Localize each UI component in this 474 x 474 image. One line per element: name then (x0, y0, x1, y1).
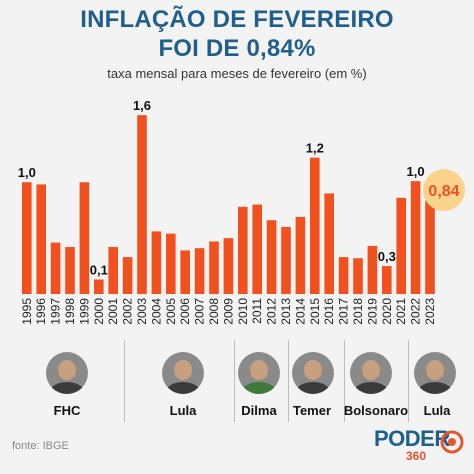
president-name-fhc: FHC (53, 403, 81, 418)
x-tick-label: 2010 (236, 298, 250, 325)
bar-2017 (338, 257, 349, 294)
portrait-fhc-icon (46, 352, 88, 394)
x-tick-label: 2017 (337, 298, 351, 325)
x-tick-label: 2009 (221, 298, 235, 325)
bar-2000 (94, 279, 104, 294)
bar-1995 (22, 182, 32, 294)
period-divider (408, 340, 409, 422)
bar-chart: 1995 1996 1997 1998 1999 2000 2001 2002 2003 2004… (18, 98, 465, 325)
highlight-value-label: 0,84 (428, 183, 459, 200)
bar-2010 (238, 206, 248, 294)
bar-1998 (65, 247, 75, 294)
bar-2015 (310, 157, 320, 294)
bar-2018 (353, 258, 363, 294)
bar-2014 (295, 216, 306, 294)
x-tick-label: 2015 (308, 298, 322, 325)
x-tick-label: 2022 (409, 298, 423, 325)
bar-2019 (367, 245, 378, 294)
period-divider (344, 340, 345, 422)
bar-1996 (36, 184, 46, 294)
bar-2021 (396, 197, 406, 294)
x-tick-label: 1996 (34, 298, 48, 325)
president-name-lula: Lula (169, 403, 197, 418)
x-tick-label: 2011 (250, 298, 264, 324)
source-note: fonte: IBGE (12, 440, 69, 452)
bar-2020 (382, 266, 392, 294)
bar-2013 (281, 226, 291, 294)
highlight-bubble (423, 169, 465, 212)
x-tick-label: 2004 (149, 298, 163, 325)
x-tick-label: 1997 (49, 298, 63, 325)
x-tick-label: 2021 (394, 298, 408, 325)
x-tick-label: 1995 (20, 298, 34, 325)
x-tick-label: 2003 (135, 298, 149, 325)
bar-2006 (180, 250, 190, 294)
data-label: 1,0 (407, 164, 425, 179)
chart-subtitle: taxa mensal para meses de fevereiro (em … (107, 66, 367, 81)
x-tick-label: 1998 (63, 298, 77, 325)
x-tick-label: 2006 (178, 298, 192, 325)
x-tick-label: 2005 (164, 298, 178, 325)
x-tick-label: 2018 (351, 298, 365, 325)
portrait-dilma-icon (238, 352, 280, 394)
x-tick-label: 2012 (265, 298, 279, 325)
x-tick-label: 2019 (365, 298, 379, 325)
x-tick-label: 1999 (77, 298, 91, 325)
data-label: 1,6 (133, 98, 151, 113)
bar-2001 (108, 247, 118, 294)
brand-logo-text: PODER (374, 426, 450, 451)
president-name-dilma: Dilma (241, 403, 277, 418)
x-tick-label: 2008 (207, 298, 221, 325)
bar-1999 (79, 182, 90, 294)
x-tick-label: 2013 (279, 298, 293, 325)
bar-2023 (425, 200, 435, 294)
portrait-lula-icon (414, 352, 456, 394)
period-divider (234, 340, 235, 422)
period-divider (288, 340, 289, 422)
data-label: 0,3 (378, 249, 396, 264)
data-label: 1,2 (306, 141, 324, 156)
brand-logo-icon (440, 430, 464, 454)
president-name-lula: Lula (423, 403, 451, 418)
bar-1997 (50, 242, 61, 294)
period-divider (124, 340, 125, 422)
brand-logo-sub: 360 (406, 449, 427, 463)
portrait-bolsonaro-icon (350, 352, 392, 394)
data-label: 1,0 (18, 165, 36, 180)
x-tick-label: 2020 (380, 298, 394, 325)
bar-2003 (137, 115, 147, 294)
president-name-bolsonaro: Bolsonaro (343, 403, 409, 418)
data-label: 0,1 (90, 262, 108, 277)
portrait-lula-icon (162, 352, 204, 394)
bar-2004 (151, 231, 162, 294)
bar-2007 (194, 248, 205, 294)
chart-title-line2: FOI DE 0,84% (158, 35, 316, 62)
x-tick-label: 2023 (423, 298, 437, 325)
bar-2022 (410, 181, 421, 294)
portrait-temer-icon (292, 352, 334, 394)
bar-2016 (324, 193, 334, 294)
bar-2002 (122, 257, 133, 294)
chart-title-line1: INFLAÇÃO DE FEVEREIRO (80, 6, 394, 33)
x-tick-label: 2001 (106, 298, 120, 325)
x-tick-label: 2000 (92, 298, 106, 325)
bar-2011 (252, 204, 262, 294)
bar-2008 (209, 241, 219, 294)
x-tick-label: 2014 (293, 298, 307, 325)
bar-2009 (223, 238, 234, 294)
x-tick-label: 2007 (193, 298, 207, 325)
x-tick-label: 2002 (121, 298, 135, 325)
president-name-temer: Temer (292, 403, 332, 418)
x-tick-label: 2016 (322, 298, 336, 325)
bar-2005 (166, 233, 176, 294)
bar-2012 (266, 220, 277, 294)
